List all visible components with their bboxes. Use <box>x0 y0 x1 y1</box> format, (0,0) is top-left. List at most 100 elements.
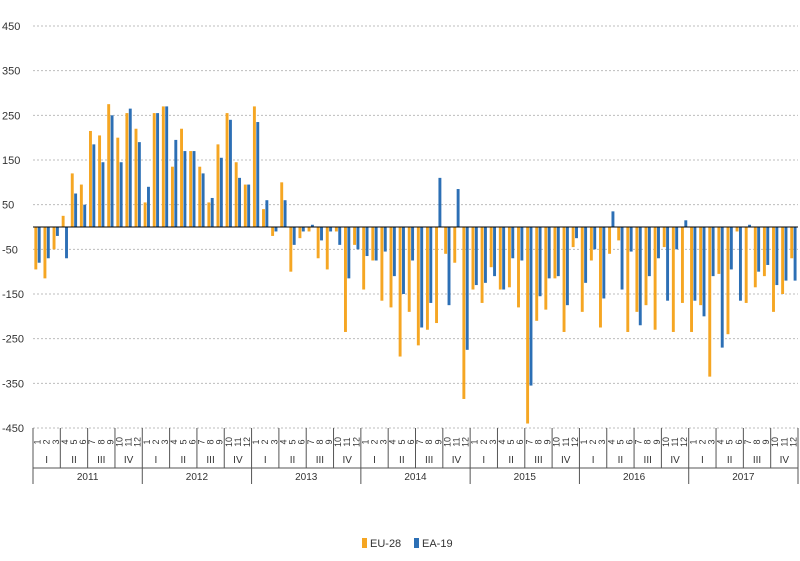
bar-ea-19 <box>374 227 378 261</box>
month-tick-label: 2 <box>588 439 598 444</box>
month-tick-label: 9 <box>543 439 553 444</box>
bar-eu-28 <box>398 227 402 357</box>
bar-ea-19 <box>402 227 405 294</box>
bar-eu-28 <box>371 227 375 261</box>
bar-eu-28 <box>580 227 584 312</box>
month-tick-label: 2 <box>370 439 380 444</box>
month-tick-label: 6 <box>515 439 525 444</box>
month-tick-label: 8 <box>643 439 653 444</box>
quarter-label: I <box>701 455 704 466</box>
bar-ea-19 <box>565 227 569 306</box>
bar-eu-28 <box>161 106 165 227</box>
bar-ea-19 <box>147 186 150 227</box>
bar-ea-19 <box>593 227 597 250</box>
bar-eu-28 <box>699 227 703 306</box>
bar-eu-28 <box>644 227 648 306</box>
quarter-label: I <box>45 455 48 466</box>
bar-ea-19 <box>474 227 478 286</box>
month-tick-label: 11 <box>561 437 571 446</box>
month-tick-label: 6 <box>187 439 197 444</box>
month-tick-label: 10 <box>770 437 780 447</box>
bar-ea-19 <box>647 227 651 277</box>
y-tick-label: -350 <box>2 378 24 390</box>
month-tick-label: 7 <box>196 439 206 444</box>
quarter-label: II <box>508 455 514 466</box>
bar-ea-19 <box>757 227 761 272</box>
month-tick-label: 6 <box>625 439 635 444</box>
gridlines <box>33 25 798 429</box>
bar-ea-19 <box>483 227 487 283</box>
bar-eu-28 <box>180 128 183 227</box>
bar-ea-19 <box>46 227 50 259</box>
quarter-label: IV <box>124 455 134 466</box>
bar-eu-28 <box>662 227 666 248</box>
month-tick-label: 4 <box>716 439 726 444</box>
bar-ea-19 <box>465 227 469 350</box>
bar-eu-28 <box>589 227 593 261</box>
quarter-label: III <box>316 455 324 466</box>
quarter-label: III <box>97 455 105 466</box>
bar-eu-28 <box>435 227 438 324</box>
month-tick-label: 3 <box>706 439 716 444</box>
bar-eu-28 <box>353 227 357 245</box>
bar-eu-28 <box>535 227 539 321</box>
bar-ea-19 <box>228 119 232 227</box>
month-tick-label: 6 <box>297 439 307 444</box>
y-tick-label: 150 <box>2 155 20 167</box>
quarter-label: IV <box>452 455 462 466</box>
bar-ea-19 <box>347 227 351 279</box>
month-tick-label: 8 <box>315 439 325 444</box>
bar-ea-19 <box>775 227 779 286</box>
bar-ea-19 <box>119 162 123 227</box>
bar-eu-28 <box>362 227 366 290</box>
bar-ea-19 <box>137 142 141 227</box>
bar-ea-19 <box>83 204 87 227</box>
month-tick-label: 10 <box>224 437 234 447</box>
bar-eu-28 <box>571 227 575 248</box>
year-label: 2017 <box>732 472 755 483</box>
bar-ea-19 <box>793 227 797 281</box>
quarter-label: I <box>155 455 158 466</box>
bar-ea-19 <box>92 144 96 227</box>
bar-eu-28 <box>744 227 748 303</box>
month-tick-label: 3 <box>488 439 498 444</box>
y-axis-tick-labels: -450 -350 -250 -150 -50 50 150 250 350 450 <box>2 21 24 435</box>
quarter-label: III <box>425 455 433 466</box>
bar-ea-19 <box>720 227 724 348</box>
bar-ea-19 <box>320 227 323 241</box>
bar-ea-19 <box>693 227 697 301</box>
bar-ea-19 <box>65 227 68 259</box>
month-tick-label: 6 <box>78 439 88 444</box>
bar-eu-28 <box>626 227 630 332</box>
month-tick-label: 1 <box>579 439 589 444</box>
bar-ea-19 <box>529 227 533 386</box>
month-tick-label: 8 <box>206 439 216 444</box>
bar-eu-28 <box>52 227 56 250</box>
month-tick-label: 3 <box>597 439 607 444</box>
quarter-label: II <box>618 455 624 466</box>
quarter-label: I <box>592 455 595 466</box>
quarter-label: II <box>290 455 296 466</box>
month-tick-label: 7 <box>306 439 316 444</box>
bar-ea-19 <box>310 224 314 227</box>
year-label: 2016 <box>623 472 646 483</box>
month-tick-label: 8 <box>424 439 434 444</box>
bar-ea-19 <box>274 227 278 232</box>
legend-label: EA-19 <box>422 538 453 550</box>
month-tick-label: 7 <box>87 439 97 444</box>
bar-eu-28 <box>781 227 785 294</box>
bar-eu-28 <box>762 227 766 277</box>
quarter-label: III <box>534 455 542 466</box>
month-tick-label: 1 <box>142 439 152 444</box>
legend-label: EU-28 <box>370 538 401 550</box>
month-tick-label: 4 <box>60 439 70 444</box>
bar-ea-19 <box>156 113 160 227</box>
bar-ea-19 <box>210 197 214 227</box>
month-tick-label: 2 <box>151 439 161 444</box>
quarter-label: I <box>264 455 267 466</box>
bar-ea-19 <box>438 177 442 227</box>
bar-eu-28 <box>189 151 193 227</box>
bar-ea-19 <box>611 211 615 227</box>
month-tick-label: 6 <box>406 439 416 444</box>
bar-ea-19 <box>283 200 287 227</box>
